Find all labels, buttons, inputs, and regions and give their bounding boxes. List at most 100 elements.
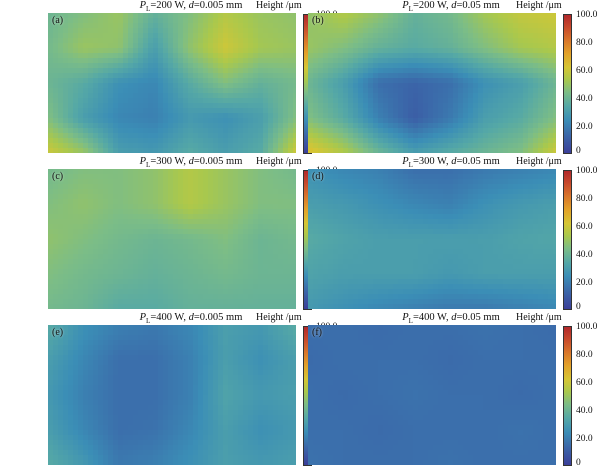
heat-cell [93, 148, 99, 153]
heat-cell [88, 73, 94, 79]
heat-cell [178, 249, 184, 255]
heat-cell [443, 103, 449, 109]
heat-cell [323, 174, 329, 180]
heat-cell [413, 38, 419, 44]
heat-cell [213, 294, 219, 300]
heat-cell [188, 174, 194, 180]
heat-cell [118, 284, 124, 290]
heat-cell [323, 13, 329, 19]
heat-cell [143, 83, 149, 89]
heat-cell [543, 113, 549, 119]
heat-cell [98, 214, 104, 220]
heat-cell [258, 304, 264, 309]
heat-cell [378, 13, 384, 19]
heat-cell [48, 189, 54, 195]
heat-cell [283, 133, 289, 139]
heat-cell [148, 284, 154, 290]
heat-cell [278, 259, 284, 265]
heat-cell [263, 73, 269, 79]
heat-cell [463, 234, 469, 240]
heat-cell [223, 279, 229, 285]
heat-cell [318, 219, 324, 225]
heat-cell [293, 63, 296, 69]
heat-cell [458, 239, 464, 245]
heat-cell [473, 133, 479, 139]
heat-cell [83, 103, 89, 109]
heat-cell [308, 13, 314, 19]
heat-cell [133, 284, 139, 290]
heat-cell [488, 33, 494, 39]
heat-cell [343, 113, 349, 119]
heat-cell [88, 118, 94, 124]
heat-cell [368, 133, 374, 139]
heat-cell [63, 43, 69, 49]
heat-cell [493, 38, 499, 44]
heat-cell [513, 143, 519, 149]
heat-cell [168, 108, 174, 114]
heat-cell [468, 179, 474, 185]
heat-cell [158, 274, 164, 280]
heat-cell [208, 229, 214, 235]
heat-cell [468, 239, 474, 245]
heat-cell [393, 88, 399, 94]
heat-cell [423, 199, 429, 205]
heat-cell [393, 63, 399, 69]
colorbar-title: Height /μm [256, 156, 302, 167]
heat-cell [413, 73, 419, 79]
heat-cell [193, 28, 199, 34]
heat-cell [163, 13, 169, 19]
heat-cell [458, 78, 464, 84]
heat-cell [188, 38, 194, 44]
heat-cell [503, 184, 509, 190]
heat-cell [413, 103, 419, 109]
heat-cell [503, 204, 509, 210]
heat-cell [448, 189, 454, 195]
heat-cell [258, 284, 264, 290]
heat-cell [218, 254, 224, 260]
heat-cell [283, 244, 289, 250]
heat-cell [248, 28, 254, 34]
heat-cell [538, 174, 544, 180]
heat-cell [523, 33, 529, 39]
heat-cell [373, 68, 379, 74]
heat-cell [443, 48, 449, 54]
heat-cell [193, 78, 199, 84]
heat-cell [68, 269, 74, 275]
heat-cell [278, 28, 284, 34]
heat-cell [173, 169, 179, 175]
heat-cell [268, 123, 274, 129]
heat-cell [63, 53, 69, 59]
heat-cell [68, 43, 74, 49]
heat-cell [278, 118, 284, 124]
heat-cell [248, 204, 254, 210]
heat-cell [243, 184, 249, 190]
heat-cell [548, 98, 554, 104]
heat-cell [338, 28, 344, 34]
heat-cell [93, 294, 99, 300]
heat-cell [313, 194, 319, 200]
heat-cell [478, 68, 484, 74]
heat-cell [98, 113, 104, 119]
heat-cell [58, 18, 64, 24]
heat-cell [503, 43, 509, 49]
heat-cell [438, 68, 444, 74]
heat-cell [513, 199, 519, 205]
heat-cell [183, 229, 189, 235]
heat-cell [118, 229, 124, 235]
heat-cell [428, 133, 434, 139]
heat-cell [213, 68, 219, 74]
heat-cell [373, 28, 379, 34]
heat-cell [138, 274, 144, 280]
heat-cell [423, 33, 429, 39]
heat-cell [293, 133, 296, 139]
heat-cell [468, 58, 474, 64]
heat-cell [123, 294, 129, 300]
heat-cell [108, 209, 114, 215]
heat-cell [48, 113, 54, 119]
heat-cell [48, 123, 54, 129]
heat-cell [443, 53, 449, 59]
heat-cell [528, 128, 534, 134]
heat-cell [528, 93, 534, 99]
heat-cell [388, 148, 394, 153]
heat-cell [483, 189, 489, 195]
